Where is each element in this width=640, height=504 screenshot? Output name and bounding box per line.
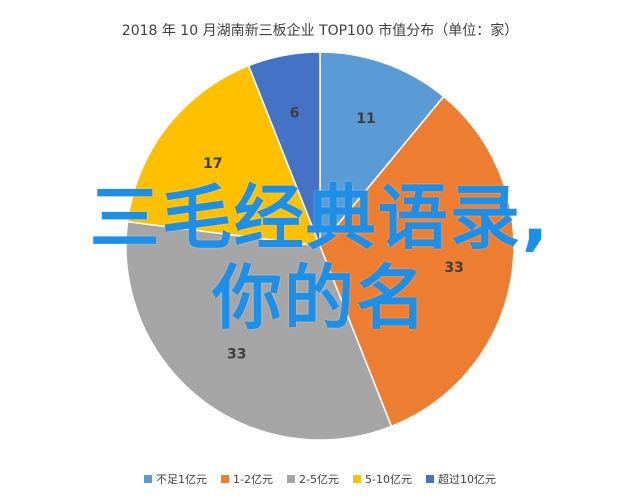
pie-slice-5 <box>247 51 321 247</box>
overlay-caption-line2: 你的名 <box>212 257 428 339</box>
pie-slice-4 <box>126 64 322 247</box>
legend-swatch-4 <box>352 475 361 483</box>
legend-label-5: 超过10亿元 <box>437 473 496 486</box>
data-label-4: 17 <box>203 156 222 172</box>
pie-slice-3 <box>125 220 393 441</box>
legend-label-3: 2-5亿元 <box>299 473 339 486</box>
legend-swatch-2 <box>221 475 230 483</box>
legend-label-1: 不足1亿元 <box>156 473 208 486</box>
legend-item-4: 5-10亿元 <box>352 471 412 487</box>
legend-item-5: 超过10亿元 <box>425 471 496 487</box>
pie-slice-1 <box>319 51 445 249</box>
data-label-1: 11 <box>356 111 375 127</box>
legend-swatch-3 <box>287 475 296 483</box>
chart-legend: 不足1亿元 1-2亿元 2-5亿元 5-10亿元 超过10亿元 <box>0 471 640 487</box>
legend-swatch-1 <box>144 475 153 483</box>
pie-slice-2 <box>319 95 515 428</box>
legend-item-2: 1-2亿元 <box>221 471 273 487</box>
data-label-5: 6 <box>290 106 300 122</box>
chart-title: 2018 年 10 月湖南新三板企业 TOP100 市值分布（单位：家） <box>121 23 519 39</box>
legend-swatch-5 <box>425 475 434 483</box>
legend-label-2: 1-2亿元 <box>233 473 274 486</box>
legend-item-1: 不足1亿元 <box>144 471 207 487</box>
overlay-caption-line1: 三毛经典语录, <box>89 177 551 259</box>
data-label-3: 33 <box>227 346 246 362</box>
data-label-2: 33 <box>444 260 463 276</box>
legend-label-4: 5-10亿元 <box>364 473 412 486</box>
legend-item-3: 2-5亿元 <box>287 471 339 487</box>
